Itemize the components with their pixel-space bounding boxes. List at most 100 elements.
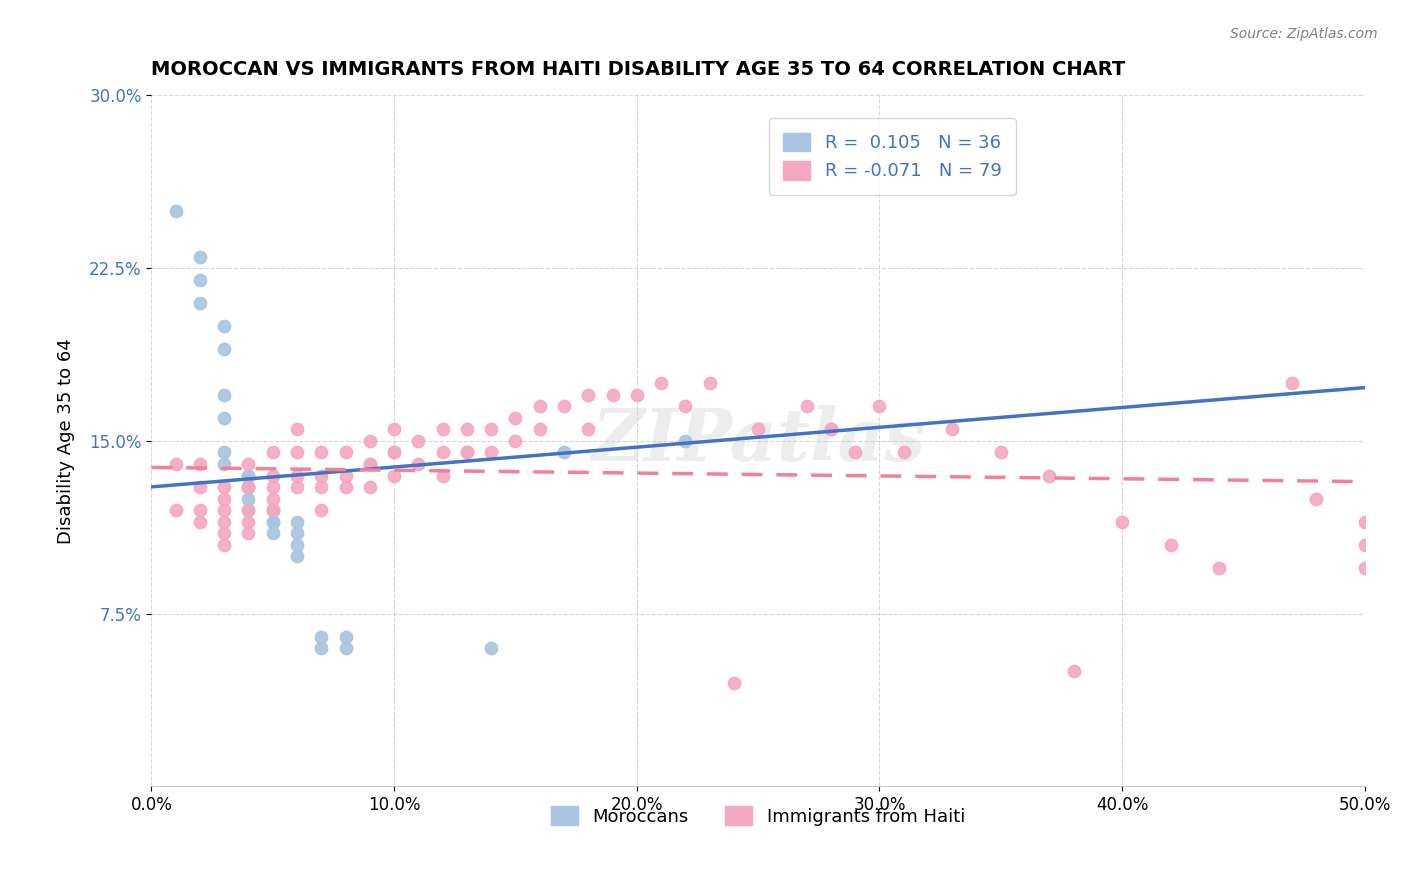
Point	[311, 641, 333, 656]
Point	[262, 515, 284, 529]
Point	[479, 445, 502, 459]
Point	[212, 318, 235, 333]
Point	[285, 538, 308, 552]
Point	[844, 445, 866, 459]
Point	[212, 526, 235, 541]
Point	[747, 422, 769, 436]
Point	[188, 273, 211, 287]
Point	[188, 250, 211, 264]
Point	[212, 388, 235, 402]
Point	[238, 515, 260, 529]
Point	[165, 203, 187, 218]
Point	[553, 400, 575, 414]
Point	[602, 388, 624, 402]
Point	[553, 445, 575, 459]
Point	[1208, 560, 1230, 574]
Point	[796, 400, 818, 414]
Point	[869, 400, 891, 414]
Point	[990, 445, 1012, 459]
Point	[576, 388, 599, 402]
Point	[1111, 515, 1133, 529]
Point	[238, 491, 260, 506]
Point	[165, 457, 187, 471]
Point	[382, 468, 405, 483]
Point	[479, 422, 502, 436]
Point	[188, 503, 211, 517]
Point	[335, 641, 357, 656]
Point	[311, 503, 333, 517]
Point	[408, 434, 430, 448]
Point	[285, 445, 308, 459]
Point	[1281, 376, 1303, 391]
Point	[1354, 560, 1376, 574]
Point	[1354, 515, 1376, 529]
Point	[820, 422, 842, 436]
Point	[212, 491, 235, 506]
Point	[432, 468, 454, 483]
Point	[576, 422, 599, 436]
Point	[188, 295, 211, 310]
Point	[456, 445, 478, 459]
Point	[1305, 491, 1327, 506]
Point	[529, 422, 551, 436]
Point	[188, 457, 211, 471]
Point	[359, 434, 381, 448]
Point	[285, 526, 308, 541]
Point	[673, 434, 696, 448]
Point	[262, 445, 284, 459]
Point	[1038, 468, 1060, 483]
Point	[262, 468, 284, 483]
Point	[311, 445, 333, 459]
Point	[238, 468, 260, 483]
Point	[262, 480, 284, 494]
Point	[165, 503, 187, 517]
Point	[382, 445, 405, 459]
Point	[941, 422, 963, 436]
Point	[311, 468, 333, 483]
Point	[238, 468, 260, 483]
Point	[529, 400, 551, 414]
Legend: Moroccans, Immigrants from Haiti: Moroccans, Immigrants from Haiti	[544, 799, 972, 833]
Point	[285, 480, 308, 494]
Point	[262, 503, 284, 517]
Point	[238, 480, 260, 494]
Point	[212, 411, 235, 425]
Text: Source: ZipAtlas.com: Source: ZipAtlas.com	[1230, 27, 1378, 41]
Point	[285, 422, 308, 436]
Y-axis label: Disability Age 35 to 64: Disability Age 35 to 64	[58, 338, 75, 544]
Point	[359, 480, 381, 494]
Point	[262, 515, 284, 529]
Point	[212, 480, 235, 494]
Point	[212, 538, 235, 552]
Point	[626, 388, 648, 402]
Point	[699, 376, 721, 391]
Point	[505, 411, 527, 425]
Point	[212, 342, 235, 356]
Point	[212, 457, 235, 471]
Point	[262, 503, 284, 517]
Point	[456, 422, 478, 436]
Point	[238, 503, 260, 517]
Text: MOROCCAN VS IMMIGRANTS FROM HAITI DISABILITY AGE 35 TO 64 CORRELATION CHART: MOROCCAN VS IMMIGRANTS FROM HAITI DISABI…	[152, 60, 1126, 78]
Point	[212, 515, 235, 529]
Point	[1354, 538, 1376, 552]
Point	[311, 480, 333, 494]
Point	[408, 457, 430, 471]
Point	[238, 526, 260, 541]
Point	[723, 675, 745, 690]
Point	[285, 468, 308, 483]
Point	[820, 422, 842, 436]
Point	[212, 445, 235, 459]
Point	[285, 515, 308, 529]
Point	[456, 445, 478, 459]
Point	[382, 422, 405, 436]
Point	[285, 549, 308, 563]
Point	[238, 480, 260, 494]
Point	[311, 630, 333, 644]
Point	[505, 434, 527, 448]
Point	[673, 400, 696, 414]
Point	[335, 468, 357, 483]
Point	[359, 457, 381, 471]
Point	[893, 445, 915, 459]
Point	[188, 515, 211, 529]
